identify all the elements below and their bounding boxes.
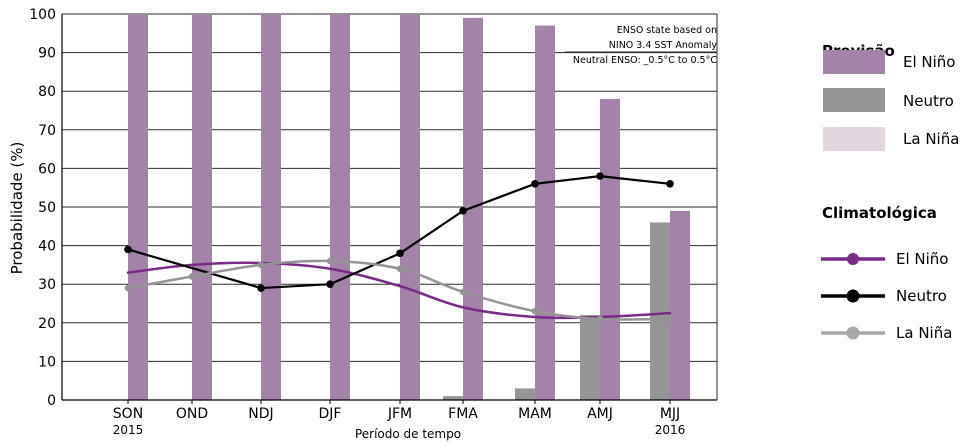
x-tick-label-mjj: MJJ [660,406,680,422]
point-neutro-ndj [257,284,265,292]
legend-marker-neutro [846,289,860,303]
legend-marker-la-nina [846,326,860,340]
x-tick-year-2016: 2016 [655,423,686,437]
line-neutro [126,175,672,290]
x-tick-year-2015: 2015 [113,423,144,437]
y-tick-label: 90 [38,46,56,62]
point-neutro-son [124,245,132,254]
y-tick-label: 70 [38,123,56,139]
point-la-nina-ond [188,273,196,280]
legend-swatch-neutro [823,88,885,112]
legend-label-el-nino: El Niño [903,53,956,71]
point-la-nina-fma [459,288,467,296]
x-axis-title: Período de tempo [355,427,461,441]
bar-neutro-mam [515,388,535,400]
legend: Previsão El Niño Neutro La Niña Climatol… [821,42,959,342]
bar-el-nino-fma [463,17,483,401]
x-tick-label-ndj: NDJ [248,406,273,422]
bar-el-nino-jfm [400,14,420,400]
bar-el-nino-mam [535,25,555,401]
point-neutro-jfm [396,249,404,258]
point-neutro-fma [459,207,467,215]
y-tick-label: 50 [38,200,56,216]
bar-el-nino-ndj [261,14,281,400]
y-tick-label: 80 [38,84,56,100]
point-neutro-mam [531,180,539,188]
point-la-nina-jfm [396,265,404,273]
bar-neutro-mjj [650,222,670,400]
point-la-nina-amj [596,315,604,323]
x-tick-label-ond: OND [176,406,208,422]
x-tick-label-mam: MAM [518,406,552,422]
y-tick-label: 100 [29,7,56,23]
point-neutro-mjj [666,180,674,188]
legend-swatch-la-nina [823,127,885,151]
climatology-lines [124,172,674,323]
enso-note: ENSO state based on NINO 3.4 SST Anomaly… [573,25,717,66]
bar-el-nino-son [128,14,148,400]
point-neutro-djf [326,280,334,289]
enso-note-line-1: ENSO state based on [617,25,717,36]
x-tick-label-amj: AMJ [587,406,613,422]
point-neutro-amj [596,172,604,180]
x-tick-label-son: SON [113,406,143,422]
bar-neutro-fma [443,396,463,400]
bar-el-nino-amj [600,98,620,401]
point-la-nina-ndj [257,261,265,269]
point-la-nina-mjj [666,315,674,323]
point-la-nina-son [124,284,132,292]
bar-neutro-amj [580,315,600,400]
legend-label-neutro: Neutro [903,92,954,110]
y-tick-label: 20 [38,316,56,332]
legend-clim-label-neutro: Neutro [896,287,947,305]
bar-el-nino-ond [192,14,212,400]
y-tick-label: 0 [47,393,56,409]
bar-el-nino-djf [330,14,350,400]
legend-swatch-el-nino [823,50,885,74]
enso-note-line-3: Neutral ENSO: _0.5°C to 0.5°C [573,55,717,66]
bar-el-nino-mjj [670,210,690,400]
x-tick-label-jfm: JFM [387,406,412,422]
point-la-nina-djf [326,257,334,265]
forecast-bars [128,14,690,401]
legend-clim-label-la-nina: La Niña [896,324,952,342]
legend-clim-label-el-nino: El Niño [896,250,949,268]
x-tick-label-djf: DJF [319,406,342,422]
legend-marker-el-nino [847,253,859,265]
y-tick-label: 40 [38,239,56,255]
y-tick-label: 60 [38,161,56,177]
y-tick-label: 30 [38,277,56,293]
legend-label-la-nina: La Niña [903,130,959,148]
legend-climatology-title: Climatológica [822,204,937,222]
y-axis-title: Probabilidade (%) [8,142,26,275]
y-tick-label: 10 [38,354,56,370]
x-tick-label-fma: FMA [448,406,478,422]
grid-lines [62,13,717,401]
enso-note-line-2: NINO 3.4 SST Anomaly [609,40,718,51]
point-la-nina-mam [531,307,539,315]
